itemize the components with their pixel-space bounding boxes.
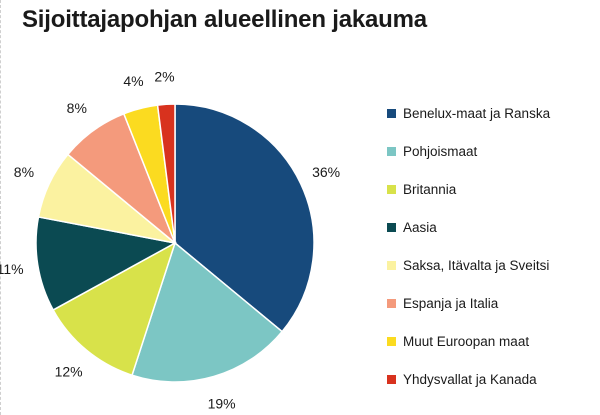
- legend-label: Muut Euroopan maat: [403, 333, 530, 349]
- slice-label-espanja-ja-italia: 8%: [67, 100, 87, 116]
- pie-slice-yhdysvallat-ja-kanada: [156, 103, 176, 244]
- legend-swatch: [387, 108, 396, 118]
- legend-item-espanja-ja-italia: Espanja ja Italia: [387, 284, 597, 322]
- pie-slice-labels: 36% 19% 12% 11% 8% 8% 4% 2%: [0, 68, 340, 411]
- legend-item-muut-euroopan-maat: Muut Euroopan maat: [387, 322, 597, 360]
- slice-label-saksa-itavalta-ja-sveitsi: 8%: [14, 164, 34, 180]
- legend-item-britannia: Britannia: [387, 170, 597, 208]
- legend-label: Yhdysvallat ja Kanada: [403, 371, 537, 387]
- pie-slices: [35, 103, 315, 383]
- legend-label: Saksa, Itävalta ja Sveitsi: [403, 257, 550, 273]
- legend-swatch: [387, 260, 396, 270]
- legend-label: Britannia: [403, 181, 457, 197]
- legend-label: Benelux-maat ja Ranska: [403, 105, 551, 121]
- legend-item-aasia: Aasia: [387, 208, 597, 246]
- slice-label-pohjoismaat: 19%: [208, 395, 236, 411]
- slice-label-britannia: 12%: [55, 364, 83, 380]
- legend-swatch: [387, 298, 396, 308]
- legend-item-pohjoismaat: Pohjoismaat: [387, 132, 597, 170]
- legend-label: Espanja ja Italia: [403, 295, 499, 311]
- pie-slice-aasia: [35, 216, 178, 311]
- legend-swatch: [387, 374, 396, 384]
- left-border-line: [0, 0, 1, 415]
- pie-slice-britannia: [52, 241, 177, 377]
- legend-item-saksa-itavalta-ja-sveitsi: Saksa, Itävalta ja Sveitsi: [387, 246, 597, 284]
- pie-slice-benelux-maat-ja-ranska: [174, 103, 315, 333]
- slice-label-yhdysvallat-ja-kanada: 2%: [154, 68, 174, 84]
- slice-label-muut-euroopan-maat: 4%: [123, 73, 143, 89]
- chart-title: Sijoittajapohjan alueellinen jakauma: [22, 6, 427, 33]
- legend-item-benelux-maat-ja-ranska: Benelux-maat ja Ranska: [387, 94, 597, 132]
- legend-swatch: [387, 184, 396, 194]
- legend-label: Pohjoismaat: [403, 143, 478, 159]
- pie-slice-pohjoismaat: [131, 241, 284, 383]
- legend-swatch: [387, 336, 396, 346]
- chart-legend: Benelux-maat ja Ranska Pohjoismaat Britann…: [387, 94, 597, 398]
- slice-label-aasia: 11%: [0, 261, 24, 277]
- legend-swatch: [387, 146, 396, 156]
- legend-label: Aasia: [403, 219, 437, 235]
- legend-swatch: [387, 222, 396, 232]
- legend-item-yhdysvallat-ja-kanada: Yhdysvallat ja Kanada: [387, 360, 597, 398]
- slice-label-benelux-maat-ja-ranska: 36%: [312, 164, 340, 180]
